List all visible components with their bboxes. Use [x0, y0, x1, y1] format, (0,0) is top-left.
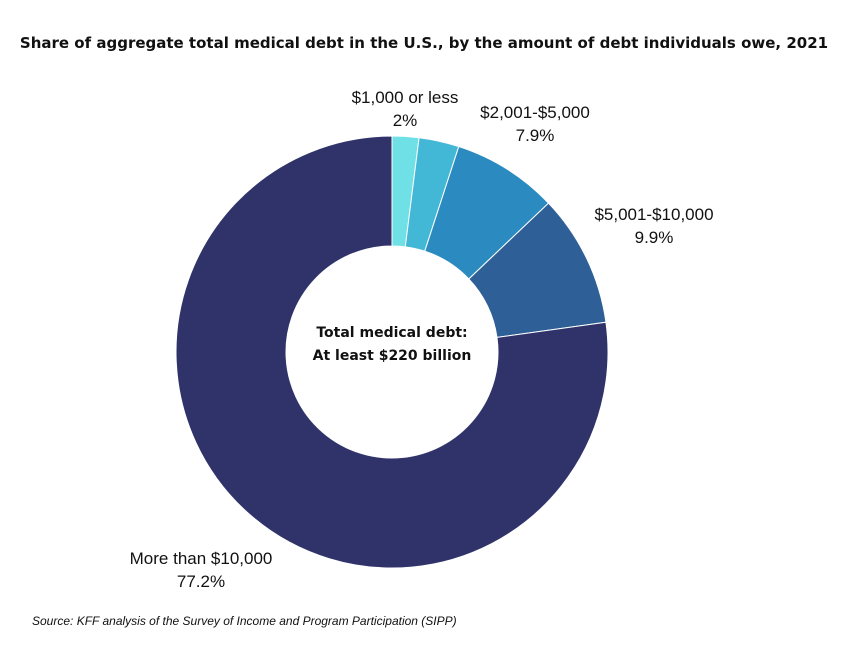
- slice-label-2001-5000: $2,001-$5,000 7.9%: [460, 101, 610, 147]
- slice-name: $1,000 or less: [351, 88, 459, 107]
- donut-slice-4: [175, 135, 609, 569]
- slice-name: More than $10,000: [129, 549, 273, 568]
- slice-value: 77.2%: [176, 572, 226, 591]
- center-label-line2: At least $220 billion: [312, 348, 472, 364]
- source-note: Source: KFF analysis of the Survey of In…: [32, 614, 457, 628]
- slice-value: 7.9%: [515, 126, 555, 145]
- chart-title: Share of aggregate total medical debt in…: [19, 34, 829, 52]
- slice-label-more-than-10000: More than $10,000 77.2%: [116, 547, 286, 593]
- slice-name: $2,001-$5,000: [480, 103, 590, 122]
- slice-name: $5,001-$10,000: [594, 205, 714, 224]
- slice-value: 2%: [392, 111, 418, 130]
- slice-value: 9.9%: [634, 228, 674, 247]
- center-label: Total medical debt: At least $220 billio…: [262, 322, 522, 368]
- slice-label-5001-10000: $5,001-$10,000 9.9%: [574, 203, 734, 249]
- slice-label-1000-or-less: $1,000 or less 2%: [330, 86, 480, 132]
- center-label-line1: Total medical debt:: [316, 325, 468, 341]
